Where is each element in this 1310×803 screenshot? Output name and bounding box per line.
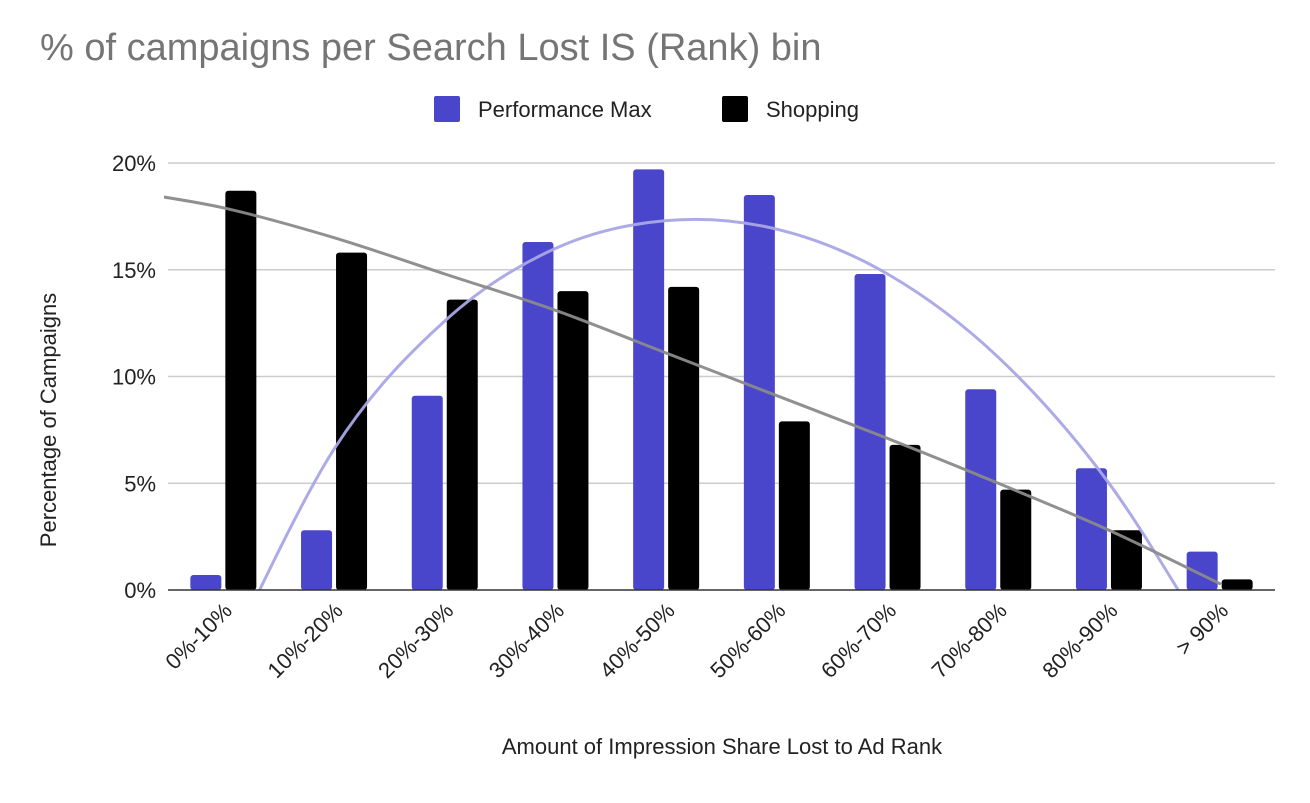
y-tick-label: 20% (112, 151, 156, 176)
y-tick-label: 0% (124, 578, 156, 603)
bar-performance-max (411, 395, 443, 590)
y-tick-label: 15% (112, 258, 156, 283)
x-tick-label: 20%-30% (373, 598, 458, 683)
legend-swatch (722, 96, 748, 122)
y-axis-label: Percentage of Campaigns (36, 293, 61, 547)
legend-swatch (434, 96, 460, 122)
x-axis-label: Amount of Impression Share Lost to Ad Ra… (502, 734, 943, 759)
x-tick-label: 40%-50% (595, 598, 680, 683)
trendline-performance-max (257, 217, 1180, 590)
legend-label: Shopping (766, 97, 859, 122)
x-tick-label: 70%-80% (927, 598, 1012, 683)
bar-shopping (446, 299, 478, 590)
bar-shopping (557, 291, 589, 590)
bar-shopping (668, 286, 700, 590)
x-tick-label: 80%-90% (1037, 598, 1122, 683)
trendlines (164, 195, 1222, 590)
bars (190, 169, 1253, 591)
bar-shopping (1000, 489, 1032, 590)
bar-performance-max (965, 389, 997, 590)
bar-shopping (1221, 579, 1253, 590)
y-tick-label: 5% (124, 471, 156, 496)
legend-label: Performance Max (478, 97, 652, 122)
bar-performance-max (190, 575, 222, 590)
bar-shopping (889, 444, 921, 590)
trendline-shopping (164, 195, 1222, 586)
bar-shopping (1110, 530, 1142, 590)
x-tick-label: 50%-60% (705, 598, 790, 683)
chart-title: % of campaigns per Search Lost IS (Rank)… (40, 27, 822, 69)
bar-shopping (225, 190, 257, 590)
bar-performance-max (522, 241, 554, 590)
gridlines (168, 162, 1275, 484)
bar-performance-max (301, 530, 333, 590)
x-tick-label: 10%-20% (262, 598, 347, 683)
y-tick-label: 10% (112, 365, 156, 390)
legend: Performance Max Shopping (434, 96, 859, 122)
x-tick-label: > 90% (1171, 598, 1233, 660)
y-axis-ticks: 0% 5% 10% 15% 20% (112, 151, 156, 603)
bar-shopping (778, 421, 810, 590)
x-axis-ticks: 0%-10% 10%-20% 20%-30% 30%-40% 40%-50% 50%-60… (160, 598, 1233, 683)
x-tick-label: 30%-40% (484, 598, 569, 683)
bar-performance-max (633, 169, 665, 590)
bar-performance-max (743, 195, 775, 590)
x-tick-label: 60%-70% (816, 598, 901, 683)
bar-performance-max (1075, 468, 1107, 590)
x-tick-label: 0%-10% (160, 598, 236, 674)
